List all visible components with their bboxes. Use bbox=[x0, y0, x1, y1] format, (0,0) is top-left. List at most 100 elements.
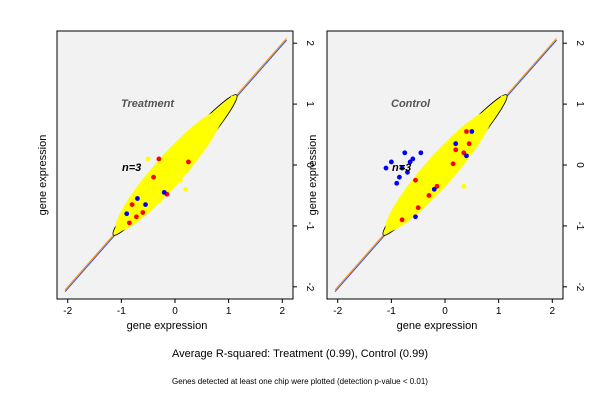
control-panel: -2 -1 0 1 2 -2 -1 0 1 2 gene expression gene expres… bbox=[307, 30, 585, 332]
p1-yellow-point bbox=[490, 107, 496, 113]
p1-yellow-point bbox=[415, 193, 421, 198]
p0-x-tick-label: -1 bbox=[117, 306, 126, 317]
p1-yellow-point bbox=[397, 208, 402, 214]
p0-red-point bbox=[127, 220, 132, 226]
p0-sample-count-label: n=3 bbox=[122, 162, 141, 174]
p1-blue-point bbox=[399, 165, 405, 171]
summary-caption: Average R-squared: Treatment (0.99), Con… bbox=[172, 348, 428, 360]
p0-yellow-point bbox=[230, 95, 236, 101]
p1-yellow-point bbox=[480, 118, 485, 124]
p1-yellow-point bbox=[442, 162, 448, 168]
p0-panel-title: Treatment bbox=[121, 98, 175, 110]
p0-x-tick-label: 0 bbox=[172, 306, 178, 317]
p0-red-point bbox=[129, 202, 135, 207]
p1-yellow-point bbox=[447, 156, 453, 162]
p0-yellow-point bbox=[172, 162, 178, 168]
p0-blue-point bbox=[161, 190, 167, 195]
p1-panel-title: Control bbox=[391, 98, 431, 110]
p1-blue-point bbox=[431, 186, 437, 192]
p1-red-point bbox=[450, 161, 456, 167]
p0-yellow-point bbox=[121, 221, 127, 227]
p1-yellow-point bbox=[410, 199, 416, 204]
p1-yellow-point bbox=[386, 226, 392, 232]
p1-red-point bbox=[415, 205, 421, 211]
p0-y-tick-label: -2 bbox=[304, 282, 315, 291]
p1-yellow-point bbox=[500, 95, 506, 101]
p0-yellow-point bbox=[151, 188, 156, 193]
p0-yellow-point bbox=[133, 208, 139, 214]
p1-blue-point bbox=[407, 159, 413, 165]
p0-red-point bbox=[156, 156, 162, 162]
p0-yellow-point bbox=[220, 105, 226, 111]
p0-yellow-point bbox=[194, 137, 199, 142]
p0-yellow-point bbox=[215, 112, 221, 118]
p1-blue-point bbox=[464, 153, 469, 159]
p0-x-tick-label: -2 bbox=[63, 306, 72, 317]
p0-yellow-point bbox=[145, 196, 151, 201]
p1-blue-point bbox=[388, 159, 394, 165]
p1-yellow-point bbox=[431, 174, 437, 180]
p0-yellow-point bbox=[143, 180, 148, 186]
p1-yellow-point bbox=[437, 167, 443, 173]
p1-red-point bbox=[464, 129, 469, 134]
p1-x-tick-label: -1 bbox=[387, 306, 396, 317]
p0-x-axis-label: gene expression bbox=[127, 320, 208, 332]
p1-blue-point bbox=[469, 129, 475, 134]
p1-sample-count-label: n=3 bbox=[392, 162, 411, 174]
p1-red-point bbox=[453, 147, 459, 153]
detection-note: Genes detected at least one chip were pl… bbox=[172, 377, 428, 386]
p1-x-tick-label: 2 bbox=[549, 306, 555, 317]
p1-y-tick-label: -1 bbox=[574, 221, 585, 230]
treatment-panel: -2 -1 0 1 2 -2 -1 0 1 2 gene expression gene expres… bbox=[37, 30, 315, 332]
p1-x-tick-label: 1 bbox=[496, 306, 502, 317]
p1-yellow-point bbox=[458, 144, 464, 150]
p0-y-axis-label: gene expression bbox=[37, 135, 49, 216]
p0-yellow-point bbox=[116, 227, 122, 233]
p0-yellow-point bbox=[167, 169, 173, 175]
p0-yellow-point bbox=[210, 118, 215, 124]
p1-yellow-point bbox=[426, 174, 432, 180]
p0-x-tick-label: 1 bbox=[226, 306, 232, 317]
p0-yellow-point bbox=[204, 124, 210, 130]
p0-yellow-point bbox=[188, 142, 194, 148]
p1-yellow-point bbox=[496, 101, 502, 107]
p0-yellow-point bbox=[145, 156, 151, 162]
p0-blue-point bbox=[135, 196, 140, 201]
p0-y-tick-label: -1 bbox=[304, 221, 315, 230]
p1-yellow-point bbox=[426, 180, 432, 186]
p1-yellow-point bbox=[391, 218, 397, 224]
p1-blue-point bbox=[394, 180, 400, 186]
p1-red-point bbox=[426, 193, 432, 198]
p1-y-tick-label: 1 bbox=[574, 101, 585, 107]
p1-yellow-point bbox=[403, 205, 409, 211]
p1-yellow-point bbox=[397, 212, 402, 218]
p1-y-tick-label: 0 bbox=[574, 162, 585, 168]
p0-red-point bbox=[186, 159, 191, 165]
p1-blue-point bbox=[418, 150, 424, 156]
p0-yellow-point bbox=[177, 177, 183, 183]
p0-blue-point bbox=[124, 211, 130, 217]
p1-x-axis-label: gene expression bbox=[397, 320, 478, 332]
p1-red-point bbox=[399, 217, 405, 223]
p0-y-tick-label: 1 bbox=[304, 101, 315, 107]
p1-blue-point bbox=[453, 141, 459, 147]
p0-yellow-point bbox=[156, 182, 162, 188]
p0-red-point bbox=[133, 214, 139, 220]
p1-red-point bbox=[413, 177, 418, 183]
p0-yellow-point bbox=[153, 165, 159, 171]
p0-x-tick-label: 2 bbox=[279, 306, 285, 317]
p1-blue-point bbox=[397, 174, 402, 180]
p1-y-axis-label: gene expression bbox=[307, 135, 319, 216]
p1-yellow-point bbox=[474, 126, 480, 131]
p0-blue-point bbox=[143, 202, 148, 207]
p0-y-tick-label: 0 bbox=[304, 162, 315, 168]
p0-yellow-point bbox=[177, 155, 183, 161]
p0-red-point bbox=[151, 174, 156, 180]
p0-yellow-point bbox=[199, 130, 205, 136]
p0-yellow-point bbox=[156, 199, 162, 204]
p1-blue-point bbox=[413, 214, 418, 220]
p0-y-tick-label: 2 bbox=[304, 40, 315, 46]
p1-blue-point bbox=[383, 165, 389, 171]
p1-y-tick-label: -2 bbox=[574, 282, 585, 291]
p0-yellow-point bbox=[183, 150, 189, 156]
